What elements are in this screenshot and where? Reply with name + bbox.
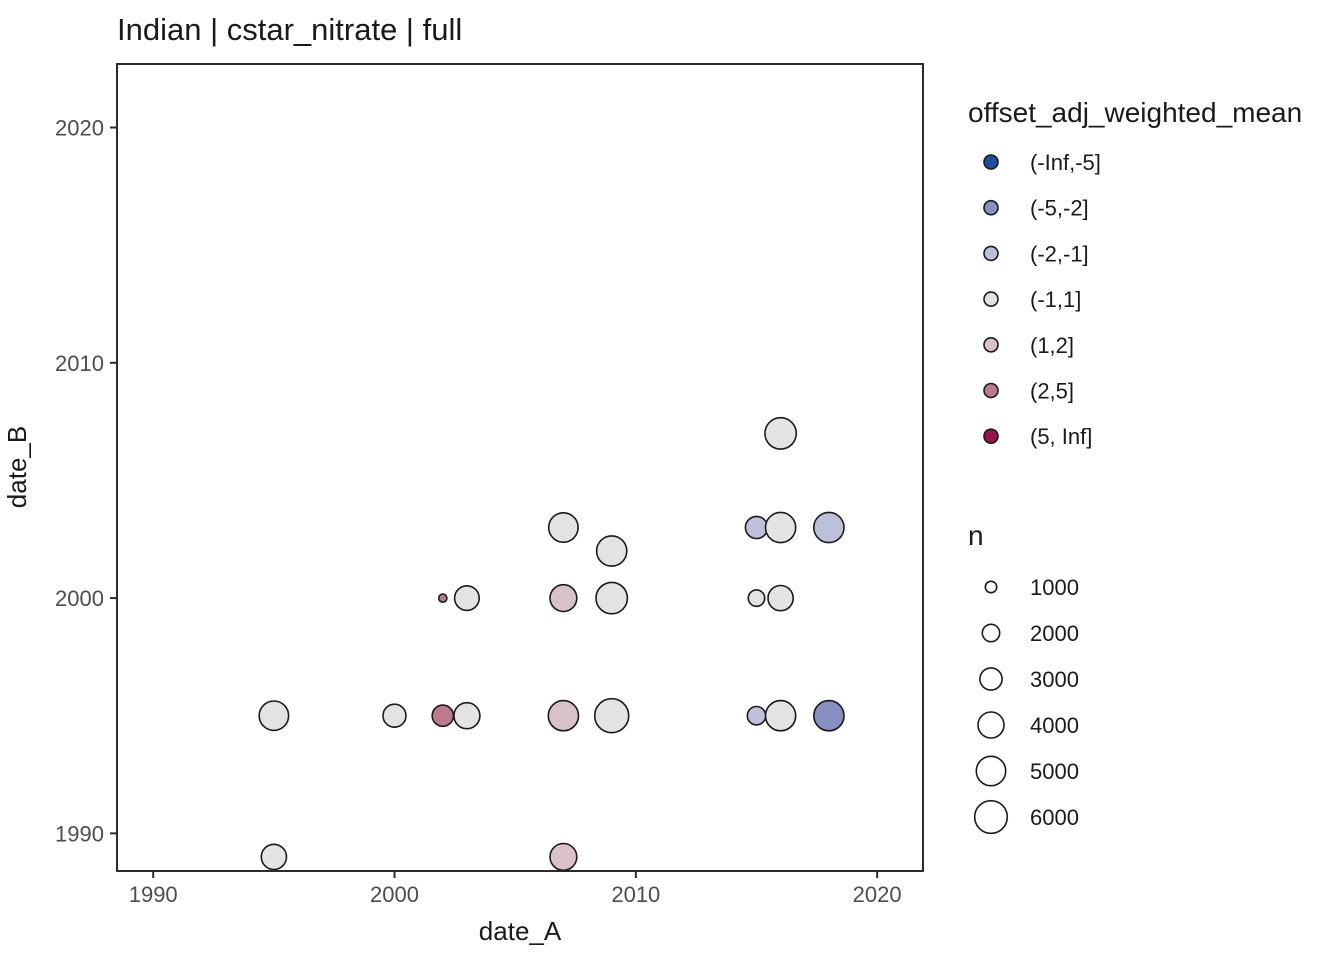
color-legend-label: (1,2] <box>1030 333 1074 358</box>
data-point <box>764 511 797 544</box>
size-legend-title: n <box>968 520 984 551</box>
data-point <box>549 583 578 613</box>
x-tick-label: 1990 <box>129 882 178 907</box>
color-legend-label: (5, Inf] <box>1030 424 1092 449</box>
color-legend-label: (-Inf,-5] <box>1030 150 1101 175</box>
data-point <box>258 700 290 732</box>
y-tick-label: 2020 <box>55 116 104 141</box>
data-point <box>453 584 481 612</box>
plot-panel <box>116 63 924 872</box>
data-point <box>593 697 630 734</box>
color-legend-key: (5, Inf] <box>983 424 1092 449</box>
size-legend: n 1000 2000 3000 4000 5000 6000 <box>968 520 1079 835</box>
y-axis-title: date_B <box>2 426 32 508</box>
x-axis: 1990 2000 2010 2020 <box>129 871 902 907</box>
data-point <box>764 416 798 450</box>
x-tick-label: 2020 <box>853 882 902 907</box>
color-legend-label: (2,5] <box>1030 379 1074 404</box>
data-point <box>595 581 629 615</box>
size-legend-key: 1000 <box>984 575 1079 600</box>
color-legend-key: (2,5] <box>983 379 1074 404</box>
data-point <box>382 703 407 729</box>
data-point <box>746 705 767 726</box>
color-legend-swatch <box>983 428 999 445</box>
color-legend-label: (-1,1] <box>1030 287 1081 312</box>
data-point <box>547 511 579 543</box>
size-legend-key: 2000 <box>981 621 1079 646</box>
size-legend-circle <box>977 711 1005 739</box>
color-legend-swatch <box>983 154 999 170</box>
color-legend-swatch <box>983 199 999 216</box>
size-legend-key: 6000 <box>973 799 1079 835</box>
size-legend-key: 3000 <box>979 667 1079 692</box>
data-point <box>431 704 455 728</box>
data-point <box>453 701 481 730</box>
color-legend-label: (-5,-2] <box>1030 196 1089 221</box>
data-point <box>747 589 766 608</box>
x-tick-label: 2010 <box>611 882 660 907</box>
color-legend-key: (-5,-2] <box>983 196 1089 221</box>
data-point <box>437 593 448 603</box>
points-layer <box>258 416 845 872</box>
size-legend-label: 3000 <box>1030 667 1079 692</box>
color-legend-swatch <box>983 382 999 399</box>
data-point <box>813 699 845 732</box>
y-tick-label: 1990 <box>55 821 104 846</box>
y-tick-label: 2000 <box>55 586 104 611</box>
size-legend-key: 5000 <box>975 755 1079 787</box>
color-legend-key: (-Inf,-5] <box>983 150 1101 175</box>
color-legend-title: offset_adj_weighted_mean <box>968 97 1302 128</box>
size-legend-circle <box>979 667 1003 691</box>
size-legend-label: 6000 <box>1030 805 1079 830</box>
color-legend-swatch <box>983 336 999 353</box>
plot-title: Indian | cstar_nitrate | full <box>117 12 462 47</box>
color-legend-label: (-2,-1] <box>1030 241 1089 266</box>
size-legend-label: 4000 <box>1030 713 1079 738</box>
color-legend-swatch <box>983 291 999 307</box>
y-tick-label: 2010 <box>55 351 104 376</box>
color-legend-swatch <box>983 245 999 262</box>
data-point <box>813 511 845 544</box>
size-legend-circle <box>975 755 1007 787</box>
x-tick-label: 2000 <box>370 882 419 907</box>
size-legend-circle <box>973 799 1009 835</box>
data-point <box>549 842 578 872</box>
size-legend-keys: 1000 2000 3000 4000 5000 6000 <box>973 575 1079 835</box>
data-point <box>260 843 288 871</box>
size-legend-label: 2000 <box>1030 621 1079 646</box>
size-legend-label: 5000 <box>1030 759 1079 784</box>
data-point <box>744 515 769 540</box>
x-axis-title: date_A <box>479 916 562 946</box>
color-legend-keys: (-Inf,-5] (-5,-2] (-2,-1] (-1,1] (1,2] (2,5] (… <box>983 150 1101 449</box>
data-point <box>764 699 797 732</box>
color-legend-key: (1,2] <box>983 333 1074 358</box>
color-legend: offset_adj_weighted_mean (-Inf,-5] (-5,-2… <box>968 97 1302 449</box>
size-legend-circle <box>981 623 1001 643</box>
size-legend-circle <box>984 580 998 594</box>
size-legend-key: 4000 <box>977 711 1079 739</box>
color-legend-key: (-1,1] <box>983 287 1081 312</box>
y-axis: 1990 2000 2010 2020 <box>55 116 117 846</box>
data-point <box>595 535 628 567</box>
color-legend-key: (-2,-1] <box>983 241 1089 266</box>
data-point <box>767 584 795 612</box>
size-legend-label: 1000 <box>1030 575 1079 600</box>
data-point <box>547 699 580 732</box>
